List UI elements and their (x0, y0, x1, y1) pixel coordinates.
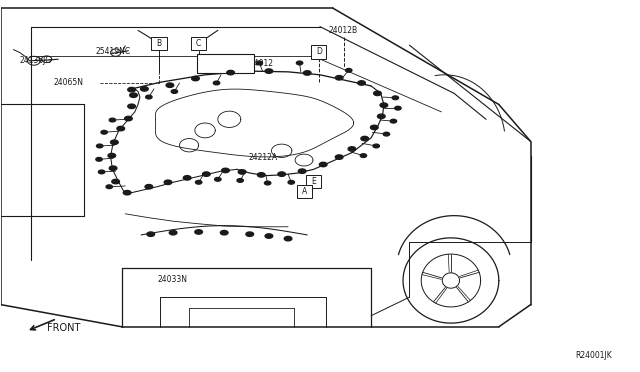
Polygon shape (147, 232, 155, 236)
Polygon shape (278, 172, 285, 176)
Polygon shape (106, 185, 113, 189)
Polygon shape (145, 185, 153, 189)
FancyBboxPatch shape (297, 185, 312, 198)
Polygon shape (390, 119, 397, 123)
Polygon shape (112, 179, 120, 184)
Polygon shape (257, 173, 265, 177)
Polygon shape (99, 170, 105, 174)
FancyBboxPatch shape (191, 37, 206, 50)
Polygon shape (373, 144, 380, 148)
Polygon shape (96, 157, 102, 161)
Polygon shape (164, 180, 172, 185)
Polygon shape (346, 68, 352, 72)
Polygon shape (146, 95, 152, 99)
FancyBboxPatch shape (152, 37, 167, 50)
Polygon shape (109, 118, 116, 122)
Polygon shape (166, 83, 173, 87)
Polygon shape (125, 116, 132, 121)
Polygon shape (214, 177, 221, 181)
Polygon shape (335, 76, 343, 80)
Polygon shape (374, 91, 381, 96)
Polygon shape (141, 87, 148, 91)
Text: 24212A: 24212A (248, 153, 278, 161)
Text: C: C (196, 39, 202, 48)
Polygon shape (195, 180, 202, 184)
Polygon shape (97, 144, 103, 148)
Polygon shape (128, 87, 136, 92)
Text: 24012: 24012 (250, 59, 274, 68)
Text: D: D (316, 47, 322, 56)
Text: B: B (157, 39, 162, 48)
Polygon shape (213, 81, 220, 85)
Polygon shape (237, 179, 243, 182)
Polygon shape (358, 81, 365, 85)
Polygon shape (361, 137, 369, 141)
Text: E: E (311, 177, 316, 186)
Polygon shape (371, 125, 378, 130)
FancyBboxPatch shape (306, 175, 321, 188)
Polygon shape (360, 154, 367, 157)
Text: 25419NC: 25419NC (95, 47, 131, 56)
Polygon shape (111, 140, 118, 144)
Polygon shape (246, 232, 253, 236)
Polygon shape (265, 69, 273, 73)
Polygon shape (124, 190, 131, 195)
Polygon shape (101, 131, 108, 134)
FancyBboxPatch shape (197, 54, 254, 73)
Text: 24033N: 24033N (157, 275, 187, 284)
Polygon shape (184, 176, 191, 180)
Polygon shape (380, 103, 388, 108)
Polygon shape (296, 61, 303, 65)
Text: 24065N: 24065N (53, 78, 83, 87)
Polygon shape (264, 181, 271, 185)
Text: 24136JG: 24136JG (20, 56, 52, 65)
Polygon shape (130, 93, 138, 97)
Polygon shape (392, 96, 399, 100)
Polygon shape (191, 76, 199, 81)
Polygon shape (303, 71, 311, 75)
Polygon shape (284, 237, 292, 241)
Polygon shape (221, 168, 229, 173)
Polygon shape (383, 132, 390, 136)
Polygon shape (109, 166, 117, 170)
FancyBboxPatch shape (311, 45, 326, 58)
Polygon shape (288, 180, 294, 184)
Polygon shape (172, 90, 177, 93)
Polygon shape (108, 153, 116, 158)
Polygon shape (319, 162, 327, 167)
Polygon shape (378, 114, 385, 119)
Polygon shape (195, 230, 202, 234)
Polygon shape (335, 155, 343, 159)
Polygon shape (298, 169, 306, 173)
Text: A: A (302, 187, 307, 196)
Text: R24001JK: R24001JK (575, 351, 612, 360)
Polygon shape (117, 126, 125, 131)
Polygon shape (220, 231, 228, 235)
Polygon shape (395, 106, 401, 110)
Polygon shape (238, 170, 246, 174)
Polygon shape (202, 172, 210, 176)
Polygon shape (128, 104, 136, 109)
Polygon shape (256, 61, 262, 65)
Polygon shape (265, 234, 273, 238)
Polygon shape (348, 147, 356, 151)
Polygon shape (227, 70, 234, 75)
Text: 24012B: 24012B (329, 26, 358, 35)
Polygon shape (170, 231, 177, 235)
Text: FRONT: FRONT (47, 323, 80, 333)
